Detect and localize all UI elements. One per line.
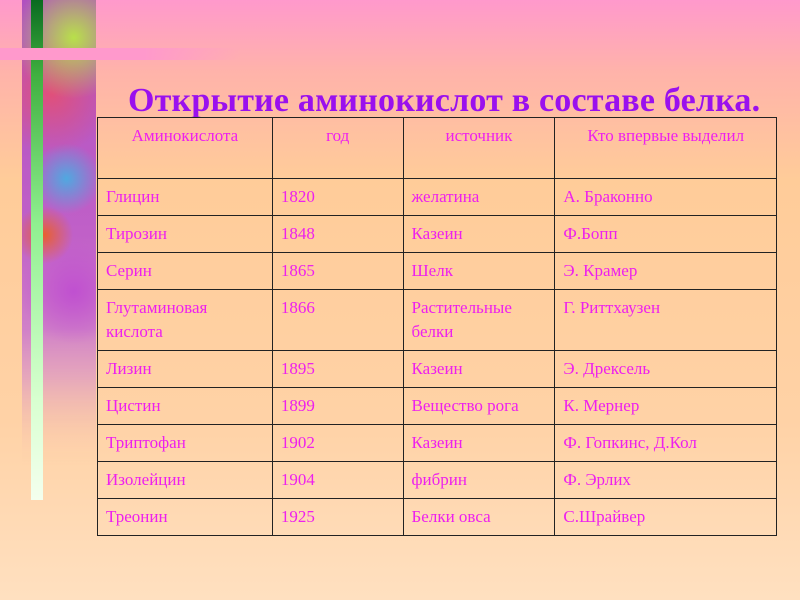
table-cell: Триптофан [97, 424, 273, 462]
header-cell: Аминокислота [97, 117, 273, 179]
table-row: Треонин 1925 Белки овса С.Шрайвер [97, 498, 777, 536]
table-cell: Изолейцин [97, 461, 273, 499]
table-cell: 1895 [271, 350, 404, 388]
header-cell: источник [402, 117, 556, 179]
table-row: Лизин 1895 Казеин Э. Дрексель [97, 350, 777, 388]
table-cell: Глицин [97, 178, 273, 216]
table-cell: Э. Дрексель [554, 350, 777, 388]
table-cell: 1865 [271, 252, 404, 290]
table-row: Глутаминовая кислота 1866 Растительные бел… [97, 289, 777, 351]
header-cell: Кто впервые выделил [554, 117, 777, 179]
amino-acid-table: Аминокислота год источник Кто впервые вы… [97, 117, 777, 536]
table-cell: Глутаминовая кислота [97, 289, 273, 351]
table-row: Глицин 1820 желатина А. Браконно [97, 178, 777, 216]
table-row: Триптофан 1902 Казеин Ф. Гопкинс, Д.Кол [97, 424, 777, 462]
table-cell: Лизин [97, 350, 273, 388]
table-cell: Ф.Бопп [554, 215, 777, 253]
slide-title: Открытие аминокислот в составе белка. [128, 82, 761, 119]
table-cell: Ф. Эрлих [554, 461, 777, 499]
table-cell: Э. Крамер [554, 252, 777, 290]
pink-horizontal-bar [0, 48, 240, 60]
table-cell: Г. Риттхаузен [554, 289, 777, 351]
table-cell: Треонин [97, 498, 273, 536]
header-cell: год [271, 117, 404, 179]
table-cell: Казеин [402, 424, 556, 462]
table-cell: Тирозин [97, 215, 273, 253]
table-cell: Вещество рога [402, 387, 556, 425]
table-cell: А. Браконно [554, 178, 777, 216]
table-cell: Шелк [402, 252, 556, 290]
table-cell: желатина [402, 178, 556, 216]
table-header-row: Аминокислота год источник Кто впервые вы… [97, 117, 777, 179]
table-cell: 1899 [271, 387, 404, 425]
table-cell: 1904 [271, 461, 404, 499]
table-cell: 1848 [271, 215, 404, 253]
table-cell: 1925 [271, 498, 404, 536]
table-row: Тирозин 1848 Казеин Ф.Бопп [97, 215, 777, 253]
table-cell: Белки овса [402, 498, 556, 536]
table-cell: Цистин [97, 387, 273, 425]
table-cell: фибрин [402, 461, 556, 499]
table-cell: 1902 [271, 424, 404, 462]
table-cell: Ф. Гопкинс, Д.Кол [554, 424, 777, 462]
table-cell: Казеин [402, 350, 556, 388]
table-cell: Серин [97, 252, 273, 290]
table-row: Изолейцин 1904 фибрин Ф. Эрлих [97, 461, 777, 499]
table-row: Цистин 1899 Вещество рога К. Мернер [97, 387, 777, 425]
table-cell: С.Шрайвер [554, 498, 777, 536]
table-row: Серин 1865 Шелк Э. Крамер [97, 252, 777, 290]
table-cell: К. Мернер [554, 387, 777, 425]
table-cell: 1820 [271, 178, 404, 216]
table-cell: Казеин [402, 215, 556, 253]
green-vertical-bar [31, 0, 43, 500]
table-cell: 1866 [271, 289, 404, 351]
table-cell: Растительные белки [402, 289, 556, 351]
